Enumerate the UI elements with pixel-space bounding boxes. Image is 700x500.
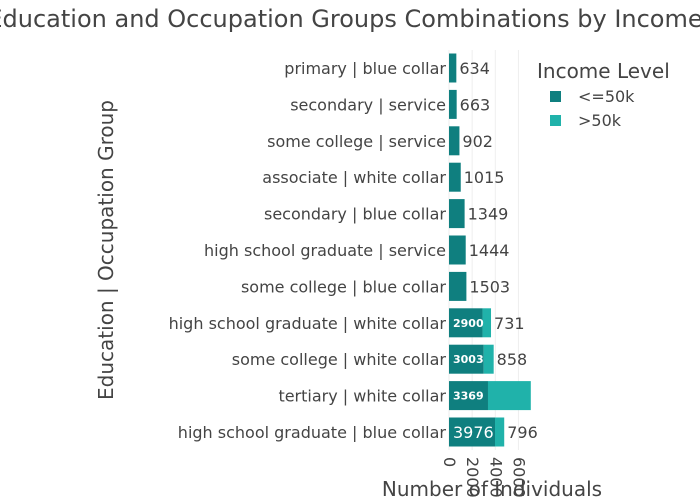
data-label-outside: 1503	[469, 277, 510, 296]
data-label-inside: 3003	[453, 353, 484, 366]
data-label-outside: 1349	[468, 205, 509, 224]
bar-le50k[interactable]	[449, 381, 488, 411]
bar-le50k[interactable]	[449, 89, 457, 119]
category-label: high school graduate | white collar	[169, 314, 447, 333]
bar-le50k[interactable]	[449, 162, 461, 192]
category-label: high school graduate | service	[204, 241, 446, 260]
bar-le50k[interactable]	[449, 199, 465, 229]
data-label-outside: 1015	[464, 168, 505, 187]
bar-gt50k[interactable]	[487, 381, 531, 411]
legend-item-label[interactable]: >50k	[578, 111, 622, 130]
data-label-outside: 634	[459, 59, 490, 78]
bar-le50k[interactable]	[449, 417, 496, 447]
bars	[449, 53, 531, 447]
data-label-inside: 3976	[453, 423, 494, 442]
category-label: some college | white collar	[232, 350, 447, 369]
bar-gt50k[interactable]	[483, 344, 494, 374]
x-tick-label: 4000	[486, 457, 505, 498]
x-tick-label: 0	[440, 457, 459, 467]
x-tick-label: 6000	[509, 457, 528, 498]
bar-le50k[interactable]	[449, 235, 466, 265]
bar-le50k[interactable]	[449, 53, 457, 83]
data-label-outside: 796	[507, 423, 538, 442]
category-label: high school graduate | blue collar	[178, 423, 447, 442]
bar-gt50k[interactable]	[495, 417, 505, 447]
data-label-inside: 3369	[453, 390, 484, 403]
data-label-outside: 1444	[469, 241, 510, 260]
x-tick-labels: 0 2000 4000 6000	[440, 457, 528, 498]
category-label: tertiary | white collar	[278, 387, 446, 406]
legend-swatch[interactable]	[550, 115, 561, 126]
legend-title: Income Level	[537, 59, 670, 83]
category-label: associate | white collar	[262, 168, 446, 187]
data-label-outside: 663	[460, 95, 491, 114]
legend-swatch[interactable]	[550, 91, 561, 102]
data-label-outside: 731	[494, 314, 525, 333]
data-label-outside: 858	[497, 350, 528, 369]
category-labels: primary | blue collar secondary | service…	[169, 59, 447, 442]
x-tick-label: 2000	[463, 457, 482, 498]
data-labels: 634 663 902 1015 1349 1444 1503 2900 731 3003 858 3…	[453, 59, 538, 442]
category-label: primary | blue collar	[284, 59, 446, 78]
data-label-inside: 2900	[453, 317, 484, 330]
x-axis-title: Number of Individuals	[382, 477, 602, 500]
legend-item-label[interactable]: <=50k	[578, 87, 635, 106]
legend[interactable]: Income Level <=50k >50k	[537, 59, 670, 130]
bar-le50k[interactable]	[449, 344, 484, 374]
category-label: secondary | service	[290, 95, 446, 114]
bar-le50k[interactable]	[449, 126, 460, 156]
category-label: some college | blue collar	[241, 277, 446, 296]
bar-le50k[interactable]	[449, 271, 467, 301]
chart-title: Education and Occupation Groups Combinat…	[0, 5, 700, 33]
category-label: some college | service	[267, 132, 446, 151]
bar-le50k[interactable]	[449, 308, 483, 338]
bar-gt50k[interactable]	[482, 308, 492, 338]
data-label-outside: 902	[462, 132, 493, 151]
y-axis-title: Education | Occupation Group	[94, 100, 118, 400]
category-label: secondary | blue collar	[264, 205, 446, 224]
